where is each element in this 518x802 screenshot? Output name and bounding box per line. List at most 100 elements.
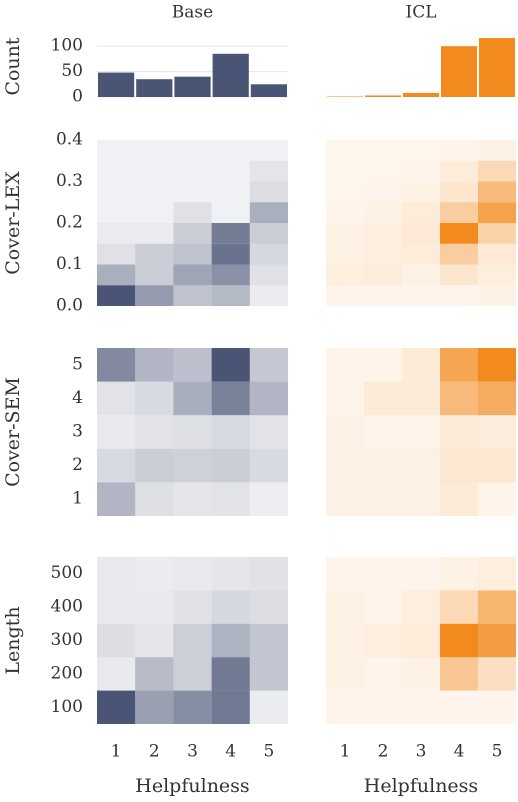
heatmap-cell — [249, 264, 288, 286]
heatmap-cell — [440, 160, 478, 182]
heatmap-cell — [478, 557, 516, 591]
heatmap-cell — [211, 243, 250, 265]
heatmap-cell — [97, 140, 136, 161]
heatmap-cell — [211, 181, 250, 203]
y-tick-label: 0.3 — [56, 171, 83, 191]
heatmap-cell — [173, 140, 212, 161]
heatmap-cell — [364, 181, 402, 203]
heatmap-cell — [326, 181, 364, 203]
heatmap-cell — [440, 482, 478, 516]
heatmap-cell — [478, 160, 516, 182]
y-axis-label: Length — [2, 606, 24, 674]
heatmap-cell — [211, 381, 250, 416]
x-tick-label: 5 — [492, 742, 503, 762]
heatmap-cell — [440, 415, 478, 449]
heatmap-cell — [478, 202, 516, 223]
column-title: Base — [172, 3, 213, 23]
y-tick-label: 0.0 — [56, 296, 83, 316]
heatmap-cell — [326, 690, 364, 724]
heatmap-cell — [135, 264, 174, 286]
heatmap-cell — [364, 160, 402, 182]
heatmap-cell — [135, 590, 174, 624]
y-tick-label: 2 — [72, 455, 83, 475]
heatmap-cell — [135, 448, 174, 483]
heatmap-cell — [173, 623, 212, 658]
x-axis-label: Helpfulness — [135, 775, 249, 797]
heatmap-cell — [97, 181, 136, 203]
heatmap-cell — [173, 590, 212, 624]
heatmap-cell — [249, 482, 288, 516]
heatmap-cell — [402, 590, 440, 624]
heatmap-cell — [402, 160, 440, 182]
heatmap-cell — [402, 181, 440, 203]
heatmap-cell — [402, 415, 440, 449]
heatmap-cell — [326, 223, 364, 244]
heatmap-cell — [135, 657, 174, 691]
heatmap-cell — [249, 140, 288, 161]
y-tick-label: 50 — [61, 61, 83, 81]
heatmap-cell — [135, 285, 174, 306]
heatmap-cell — [249, 690, 288, 724]
heatmap-cell — [135, 160, 174, 182]
heatmap-cell — [97, 557, 136, 591]
heatmap-cell — [478, 348, 516, 382]
heatmap-cell — [249, 348, 288, 382]
x-tick-label: 2 — [378, 742, 389, 762]
heatmap-cell — [211, 623, 250, 658]
heatmap-cell — [478, 140, 516, 161]
heatmap-cell — [97, 482, 136, 516]
heatmap-cell — [135, 181, 174, 203]
bar — [250, 84, 287, 97]
heatmap-cell — [440, 348, 478, 382]
heatmap-cell — [440, 181, 478, 203]
bar — [403, 92, 439, 97]
heatmap-cell — [326, 348, 364, 382]
heatmap-cell — [402, 243, 440, 265]
heatmap-cell — [440, 381, 478, 416]
bar — [98, 72, 135, 97]
heatmap-cell — [135, 381, 174, 416]
heatmap-cell — [326, 482, 364, 516]
heatmap-cell — [173, 285, 212, 306]
heatmap-cell — [97, 243, 136, 265]
heatmap-cell — [402, 348, 440, 382]
heatmap-cell — [440, 590, 478, 624]
heatmap-cell — [135, 623, 174, 658]
bar — [327, 96, 363, 97]
heatmap-cell — [402, 623, 440, 658]
x-tick-label: 1 — [111, 742, 122, 762]
heatmap-cell — [249, 448, 288, 483]
heatmap-cell — [211, 285, 250, 306]
heatmap-cell — [402, 381, 440, 416]
y-tick-label: 100 — [51, 36, 83, 56]
heatmap-cell — [478, 448, 516, 483]
heatmap-cell — [326, 160, 364, 182]
heatmap-cell — [211, 690, 250, 724]
heatmap-cell — [211, 264, 250, 286]
heatmap-cell — [326, 590, 364, 624]
heatmap-cell — [364, 590, 402, 624]
heatmap-cell — [211, 448, 250, 483]
heatmap-cell — [249, 181, 288, 203]
heatmap-cell — [135, 690, 174, 724]
bar — [479, 38, 515, 97]
heatmap-cell — [440, 557, 478, 591]
heatmap-cell — [135, 202, 174, 223]
y-tick-label: 500 — [51, 563, 83, 583]
heatmap-cell — [211, 590, 250, 624]
heatmap-cell — [326, 557, 364, 591]
bar — [441, 46, 477, 97]
y-tick-label: 5 — [72, 354, 83, 374]
heatmap-cell — [249, 557, 288, 591]
heatmap-cell — [440, 243, 478, 265]
heatmap-cell — [478, 181, 516, 203]
heatmap-cell — [402, 657, 440, 691]
y-tick-label: 1 — [72, 489, 83, 509]
heatmap-cell — [440, 448, 478, 483]
heatmap-cell — [478, 264, 516, 286]
heatmap-cell — [97, 264, 136, 286]
heatmap-cell — [97, 285, 136, 306]
heatmap-cell — [173, 415, 212, 449]
y-axis-label: Count — [2, 37, 24, 95]
heatmap-cell — [211, 348, 250, 382]
